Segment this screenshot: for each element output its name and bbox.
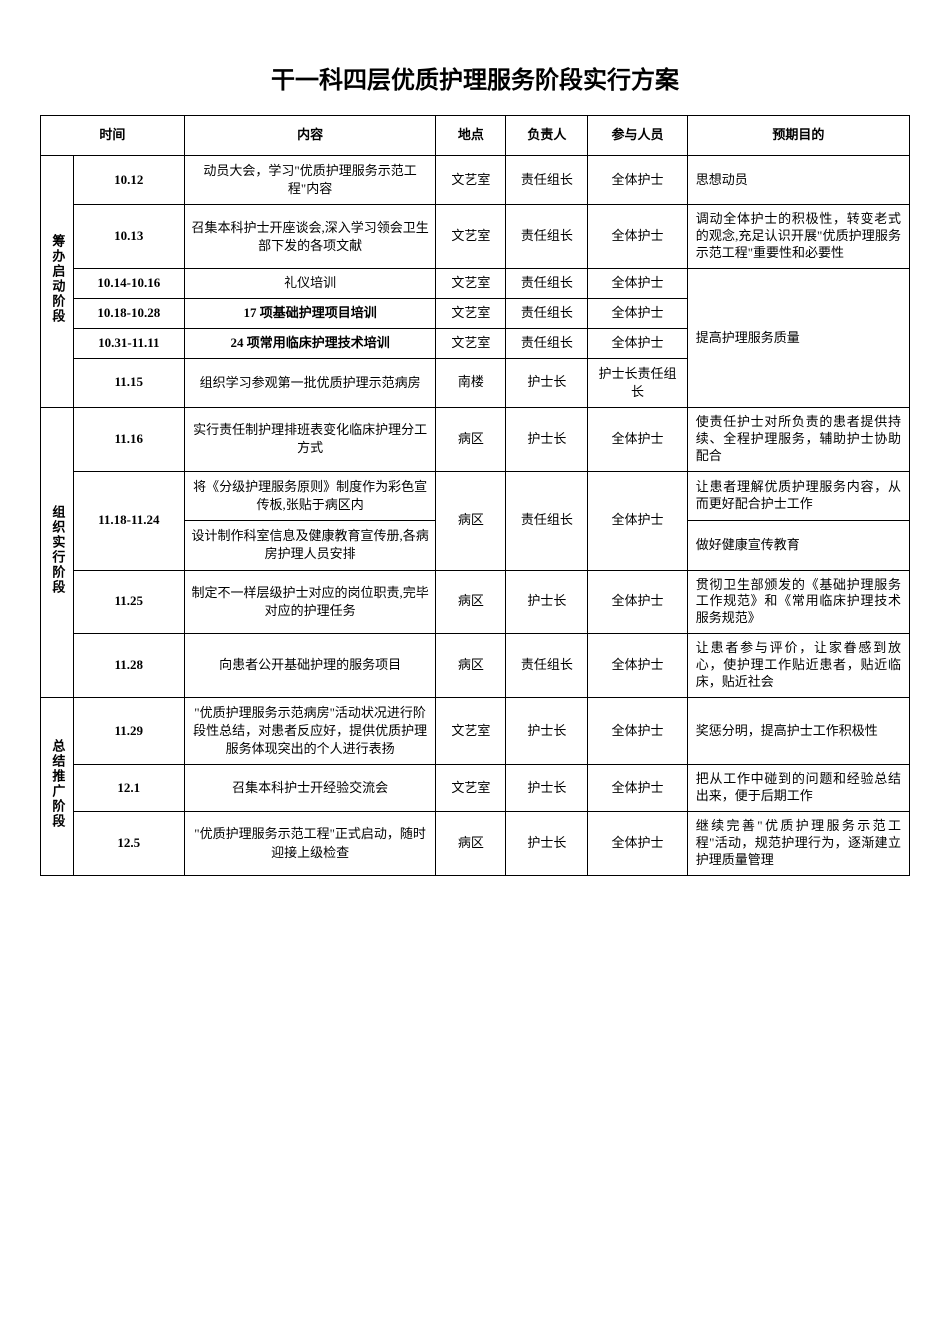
time-cell: 11.15 (73, 358, 184, 407)
place-cell: 文艺室 (436, 765, 506, 812)
content-cell: 将《分级护理服务原则》制度作为彩色宣传板,张贴于病区内 (184, 471, 435, 520)
person-cell: 责任组长 (506, 328, 588, 358)
place-cell: 文艺室 (436, 697, 506, 765)
place-cell: 文艺室 (436, 205, 506, 269)
place-cell: 病区 (436, 812, 506, 876)
place-cell: 病区 (436, 408, 506, 472)
participant-cell: 全体护士 (588, 765, 687, 812)
person-cell: 责任组长 (506, 471, 588, 570)
table-header-row: 时间 内容 地点 负责人 参与人员 预期目的 (41, 116, 910, 156)
goal-cell: 使责任护士对所负责的患者提供持续、全程护理服务，辅助护士协助配合 (687, 408, 909, 472)
table-row: 11.25 制定不一样层级护士对应的岗位职责,完毕对应的护理任务 病区 护士长 … (41, 570, 910, 634)
content-cell: 动员大会，学习"优质护理服务示范工程"内容 (184, 156, 435, 205)
person-cell: 护士长 (506, 358, 588, 407)
participant-cell: 全体护士 (588, 205, 687, 269)
content-cell: 组织学习参观第一批优质护理示范病房 (184, 358, 435, 407)
content-cell: 设计制作科室信息及健康教育宣传册,各病房护理人员安排 (184, 521, 435, 570)
content-cell: "优质护理服务示范工程"正式启动，随时迎接上级检查 (184, 812, 435, 876)
time-cell: 11.18-11.24 (73, 471, 184, 570)
place-cell: 文艺室 (436, 269, 506, 299)
phase-cell: 组织实行阶段 (41, 408, 74, 698)
header-person: 负责人 (506, 116, 588, 156)
content-cell: 实行责任制护理排班表变化临床护理分工方式 (184, 408, 435, 472)
place-cell: 南楼 (436, 358, 506, 407)
goal-cell: 让患者参与评价，让家眷感到放心，使护理工作贴近患者，贴近临床，贴近社会 (687, 634, 909, 698)
goal-cell: 让患者理解优质护理服务内容，从而更好配合护士工作 (687, 471, 909, 520)
goal-cell: 提高护理服务质量 (687, 269, 909, 408)
place-cell: 病区 (436, 570, 506, 634)
phase-cell: 筹办启动阶段 (41, 156, 74, 408)
place-cell: 病区 (436, 634, 506, 698)
goal-cell: 奖惩分明，提高护士工作积极性 (687, 697, 909, 765)
participant-cell: 全体护士 (588, 812, 687, 876)
table-row: 11.18-11.24 将《分级护理服务原则》制度作为彩色宣传板,张贴于病区内 … (41, 471, 910, 520)
time-cell: 11.25 (73, 570, 184, 634)
goal-cell: 贯彻卫生部颁发的《基础护理服务工作规范》和《常用临床护理技术服务规范》 (687, 570, 909, 634)
place-cell: 病区 (436, 471, 506, 570)
person-cell: 责任组长 (506, 298, 588, 328)
time-cell: 10.31-11.11 (73, 328, 184, 358)
time-cell: 10.18-10.28 (73, 298, 184, 328)
header-participant: 参与人员 (588, 116, 687, 156)
phase-cell: 总结推广阶段 (41, 697, 74, 875)
person-cell: 护士长 (506, 408, 588, 472)
header-content: 内容 (184, 116, 435, 156)
table-row: 12.1 召集本科护士开经验交流会 文艺室 护士长 全体护士 把从工作中碰到的问… (41, 765, 910, 812)
participant-cell: 全体护士 (588, 697, 687, 765)
participant-cell: 全体护士 (588, 269, 687, 299)
goal-cell: 调动全体护士的积极性，转变老式的观念,充足认识开展"优质护理服务示范工程"重要性… (687, 205, 909, 269)
place-cell: 文艺室 (436, 156, 506, 205)
participant-cell: 全体护士 (588, 328, 687, 358)
participant-cell: 全体护士 (588, 156, 687, 205)
goal-cell: 继续完善"优质护理服务示范工程"活动，规范护理行为，逐渐建立护理质量管理 (687, 812, 909, 876)
goal-cell: 把从工作中碰到的问题和经验总结出来，便于后期工作 (687, 765, 909, 812)
time-cell: 10.14-10.16 (73, 269, 184, 299)
participant-cell: 全体护士 (588, 570, 687, 634)
time-cell: 10.13 (73, 205, 184, 269)
table-row: 11.28 向患者公开基础护理的服务项目 病区 责任组长 全体护士 让患者参与评… (41, 634, 910, 698)
content-cell: 制定不一样层级护士对应的岗位职责,完毕对应的护理任务 (184, 570, 435, 634)
table-row: 12.5 "优质护理服务示范工程"正式启动，随时迎接上级检查 病区 护士长 全体… (41, 812, 910, 876)
content-cell: 17 项基础护理项目培训 (184, 298, 435, 328)
participant-cell: 全体护士 (588, 471, 687, 570)
participant-cell: 全体护士 (588, 298, 687, 328)
content-cell: 向患者公开基础护理的服务项目 (184, 634, 435, 698)
time-cell: 12.5 (73, 812, 184, 876)
participant-cell: 全体护士 (588, 408, 687, 472)
table-row: 总结推广阶段 11.29 "优质护理服务示范病房"活动状况进行阶段性总结，对患者… (41, 697, 910, 765)
time-cell: 10.12 (73, 156, 184, 205)
header-goal: 预期目的 (687, 116, 909, 156)
content-cell: 召集本科护士开经验交流会 (184, 765, 435, 812)
place-cell: 文艺室 (436, 298, 506, 328)
page-title: 干一科四层优质护理服务阶段实行方案 (40, 60, 910, 95)
person-cell: 护士长 (506, 765, 588, 812)
person-cell: 责任组长 (506, 205, 588, 269)
person-cell: 护士长 (506, 697, 588, 765)
person-cell: 责任组长 (506, 269, 588, 299)
content-cell: "优质护理服务示范病房"活动状况进行阶段性总结，对患者反应好，提供优质护理服务体… (184, 697, 435, 765)
time-cell: 11.28 (73, 634, 184, 698)
person-cell: 责任组长 (506, 156, 588, 205)
schedule-table: 时间 内容 地点 负责人 参与人员 预期目的 筹办启动阶段 10.12 动员大会… (40, 115, 910, 876)
table-row: 组织实行阶段 11.16 实行责任制护理排班表变化临床护理分工方式 病区 护士长… (41, 408, 910, 472)
person-cell: 护士长 (506, 812, 588, 876)
content-cell: 24 项常用临床护理技术培训 (184, 328, 435, 358)
header-time: 时间 (41, 116, 185, 156)
participant-cell: 护士长责任组长 (588, 358, 687, 407)
time-cell: 12.1 (73, 765, 184, 812)
table-row: 10.13 召集本科护士开座谈会,深入学习领会卫生部下发的各项文献 文艺室 责任… (41, 205, 910, 269)
table-row: 10.14-10.16 礼仪培训 文艺室 责任组长 全体护士 提高护理服务质量 (41, 269, 910, 299)
goal-cell: 思想动员 (687, 156, 909, 205)
header-place: 地点 (436, 116, 506, 156)
place-cell: 文艺室 (436, 328, 506, 358)
content-cell: 召集本科护士开座谈会,深入学习领会卫生部下发的各项文献 (184, 205, 435, 269)
goal-cell: 做好健康宣传教育 (687, 521, 909, 570)
time-cell: 11.16 (73, 408, 184, 472)
participant-cell: 全体护士 (588, 634, 687, 698)
table-row: 筹办启动阶段 10.12 动员大会，学习"优质护理服务示范工程"内容 文艺室 责… (41, 156, 910, 205)
person-cell: 责任组长 (506, 634, 588, 698)
time-cell: 11.29 (73, 697, 184, 765)
content-cell: 礼仪培训 (184, 269, 435, 299)
person-cell: 护士长 (506, 570, 588, 634)
